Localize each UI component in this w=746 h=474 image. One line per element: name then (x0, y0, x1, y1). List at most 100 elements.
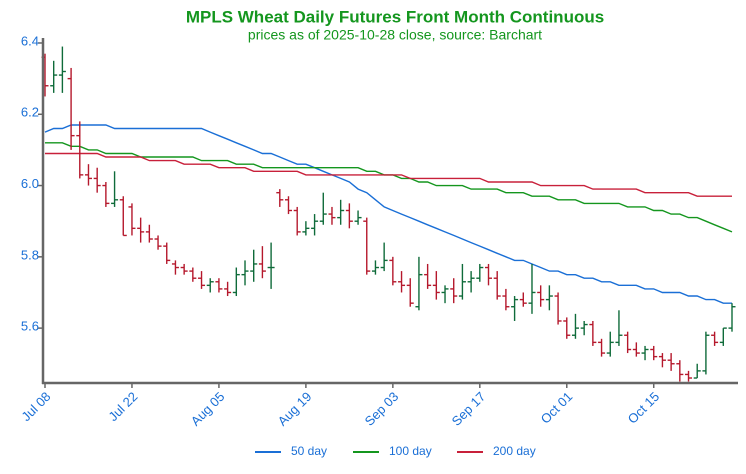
ohlc-bar (554, 292, 562, 325)
ohlc-bar (206, 278, 214, 293)
ohlc-bar (406, 278, 414, 307)
ohlc-bar (84, 164, 92, 186)
ohlc-bar (250, 249, 258, 282)
y-tick-label: 6.2 (21, 105, 39, 120)
x-tick-label: Jul 22 (105, 389, 140, 424)
ohlc-bar (667, 353, 675, 371)
ohlc-bar (728, 303, 736, 332)
ohlc-bar (163, 242, 171, 264)
ohlc-bar (545, 285, 553, 311)
ohlc-bar (676, 360, 684, 382)
ohlc-bar (571, 313, 579, 339)
legend-label: 100 day (389, 444, 432, 458)
ohlc-bar (398, 271, 406, 293)
ohlc-bar (389, 256, 397, 286)
ohlc-bar (145, 224, 153, 243)
ohlc-bar (519, 292, 527, 307)
x-tick-label: Oct 01 (538, 389, 576, 427)
ohlc-bar (598, 338, 606, 357)
ma-line (45, 152, 732, 197)
x-tick-label: Sep 03 (362, 389, 402, 429)
ohlc-bar (580, 320, 588, 336)
ma-line (44, 124, 732, 304)
ohlc-bar (624, 331, 632, 354)
x-tick-label: Jul 08 (18, 389, 53, 424)
legend-label: 200 day (493, 444, 536, 458)
ohlc-bar (476, 263, 484, 282)
ohlc-bar (441, 285, 449, 304)
ohlc-bar (232, 267, 240, 297)
ohlc-bar (511, 296, 519, 321)
ohlc-bar (719, 327, 727, 346)
ohlc-bar (650, 345, 658, 361)
ohlc-bar (198, 271, 206, 289)
ohlc-bar (93, 167, 101, 193)
ohlc-bar (345, 203, 353, 229)
ohlc-bar (302, 221, 310, 236)
ohlc-bar (415, 256, 423, 311)
ohlc-bar (224, 281, 232, 297)
ohlc-bar (171, 260, 179, 275)
legend-label: 50 day (291, 444, 327, 458)
ohlc-bar (528, 263, 536, 314)
ohlc-bar (693, 363, 701, 379)
chart-title: MPLS Wheat Daily Futures Front Month Con… (186, 7, 604, 26)
ohlc-bar (632, 342, 640, 357)
ohlc-bar (363, 217, 371, 275)
x-tick-label: Aug 05 (188, 389, 228, 429)
y-tick-label: 6.0 (21, 176, 39, 191)
ohlc-bar (293, 206, 301, 236)
ohlc-bar (467, 271, 475, 293)
ohlc-bar (284, 196, 292, 215)
ohlc-bar (658, 353, 666, 368)
ohlc-bar (241, 260, 249, 286)
ohlc-bar (450, 278, 458, 304)
ohlc-bar (711, 331, 719, 346)
ohlc-bar (189, 267, 197, 282)
ohlc-bar (258, 246, 266, 279)
y-tick-label: 6.4 (21, 33, 39, 48)
ohlc-bar (267, 242, 275, 289)
ohlc-bar (702, 331, 710, 375)
ohlc-bar (493, 271, 501, 300)
ohlc-bar (137, 217, 145, 243)
ohlc-bar (311, 214, 319, 236)
ohlc-bar (67, 67, 75, 150)
ohlc-bar (537, 285, 545, 307)
ohlc-bar (371, 260, 379, 275)
ohlc-bar (276, 189, 284, 207)
ohlc-bar (424, 263, 432, 289)
y-tick-label: 5.6 (21, 319, 39, 334)
x-tick-label: Oct 15 (625, 389, 663, 427)
ohlc-bar (128, 203, 136, 236)
ohlc-bar (606, 331, 614, 357)
ohlc-bar (50, 60, 58, 93)
ohlc-bar (119, 196, 127, 237)
ohlc-bar (102, 181, 110, 207)
ohlc-bar (76, 121, 84, 179)
x-tick-label: Aug 19 (275, 389, 315, 429)
ohlc-bar (337, 199, 345, 225)
ohlc-bar (380, 242, 388, 272)
ma-line (45, 142, 733, 233)
chart-subtitle: prices as of 2025-10-28 close, source: B… (248, 27, 542, 43)
ohlc-bar (432, 271, 440, 300)
ohlc-bar (354, 210, 362, 225)
ohlc-bar (685, 370, 693, 382)
ohlc-bar (563, 317, 571, 339)
ohlc-bar (328, 206, 336, 225)
ohlc-bar (111, 171, 119, 207)
ohlc-bar (58, 46, 66, 93)
x-tick-label: Sep 17 (449, 389, 489, 429)
ohlc-bar (641, 345, 649, 361)
ohlc-bar (154, 235, 162, 250)
ohlc-bar (215, 278, 223, 293)
ohlc-bar (319, 192, 327, 225)
ohlc-bar (485, 263, 493, 286)
y-tick-label: 5.8 (21, 247, 39, 262)
ohlc-bar (502, 288, 510, 311)
ohlc-bar (180, 263, 188, 275)
ohlc-bar (458, 263, 466, 300)
ohlc-bar (589, 320, 597, 346)
